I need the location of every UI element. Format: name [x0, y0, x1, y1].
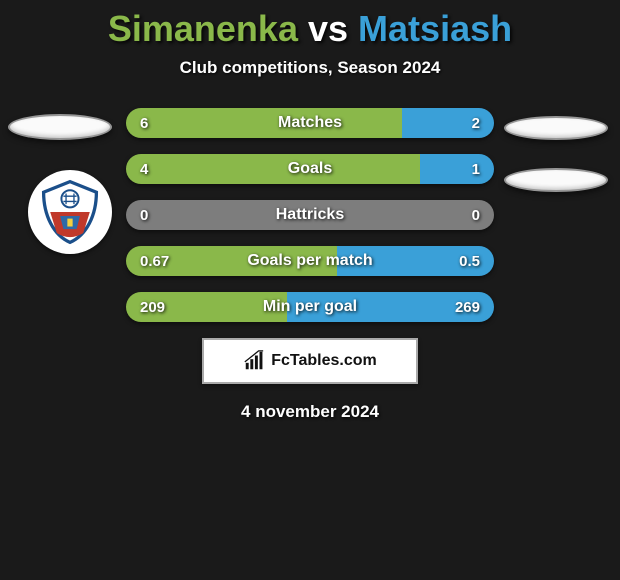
watermark: FcTables.com [202, 338, 418, 384]
stat-value-left: 209 [140, 292, 165, 322]
page-title: Simanenka vs Matsiash [0, 0, 620, 50]
stat-bar-right [402, 108, 494, 138]
player1-name: Simanenka [108, 8, 298, 49]
player1-portrait-placeholder [8, 114, 112, 140]
stat-bar-left [126, 200, 494, 230]
stat-value-right: 1 [472, 154, 480, 184]
player2-name: Matsiash [358, 8, 512, 49]
stat-row: Matches62 [126, 108, 494, 138]
player1-club-badge [28, 170, 112, 254]
stats-bars: Matches62Goals41Hattricks00Goals per mat… [126, 108, 494, 322]
stat-row: Goals41 [126, 154, 494, 184]
stat-value-right: 2 [472, 108, 480, 138]
stat-value-right: 0 [472, 200, 480, 230]
chart-icon [243, 350, 265, 372]
stat-row: Min per goal209269 [126, 292, 494, 322]
club-crest-icon [37, 179, 103, 245]
stat-value-right: 0.5 [459, 246, 480, 276]
stat-row: Hattricks00 [126, 200, 494, 230]
footer-date: 4 november 2024 [0, 402, 620, 422]
player2-club-placeholder [504, 168, 608, 192]
vs-label: vs [308, 8, 348, 49]
stat-value-left: 0 [140, 200, 148, 230]
stat-value-left: 4 [140, 154, 148, 184]
stat-bar-right [420, 154, 494, 184]
stat-value-left: 6 [140, 108, 148, 138]
player2-portrait-placeholder [504, 116, 608, 140]
stat-value-right: 269 [455, 292, 480, 322]
stat-row: Goals per match0.670.5 [126, 246, 494, 276]
stat-bar-left [126, 108, 402, 138]
content-stage: Matches62Goals41Hattricks00Goals per mat… [0, 108, 620, 422]
stat-bar-left [126, 154, 420, 184]
stat-value-left: 0.67 [140, 246, 169, 276]
subtitle: Club competitions, Season 2024 [0, 58, 620, 78]
watermark-text: FcTables.com [271, 352, 377, 370]
